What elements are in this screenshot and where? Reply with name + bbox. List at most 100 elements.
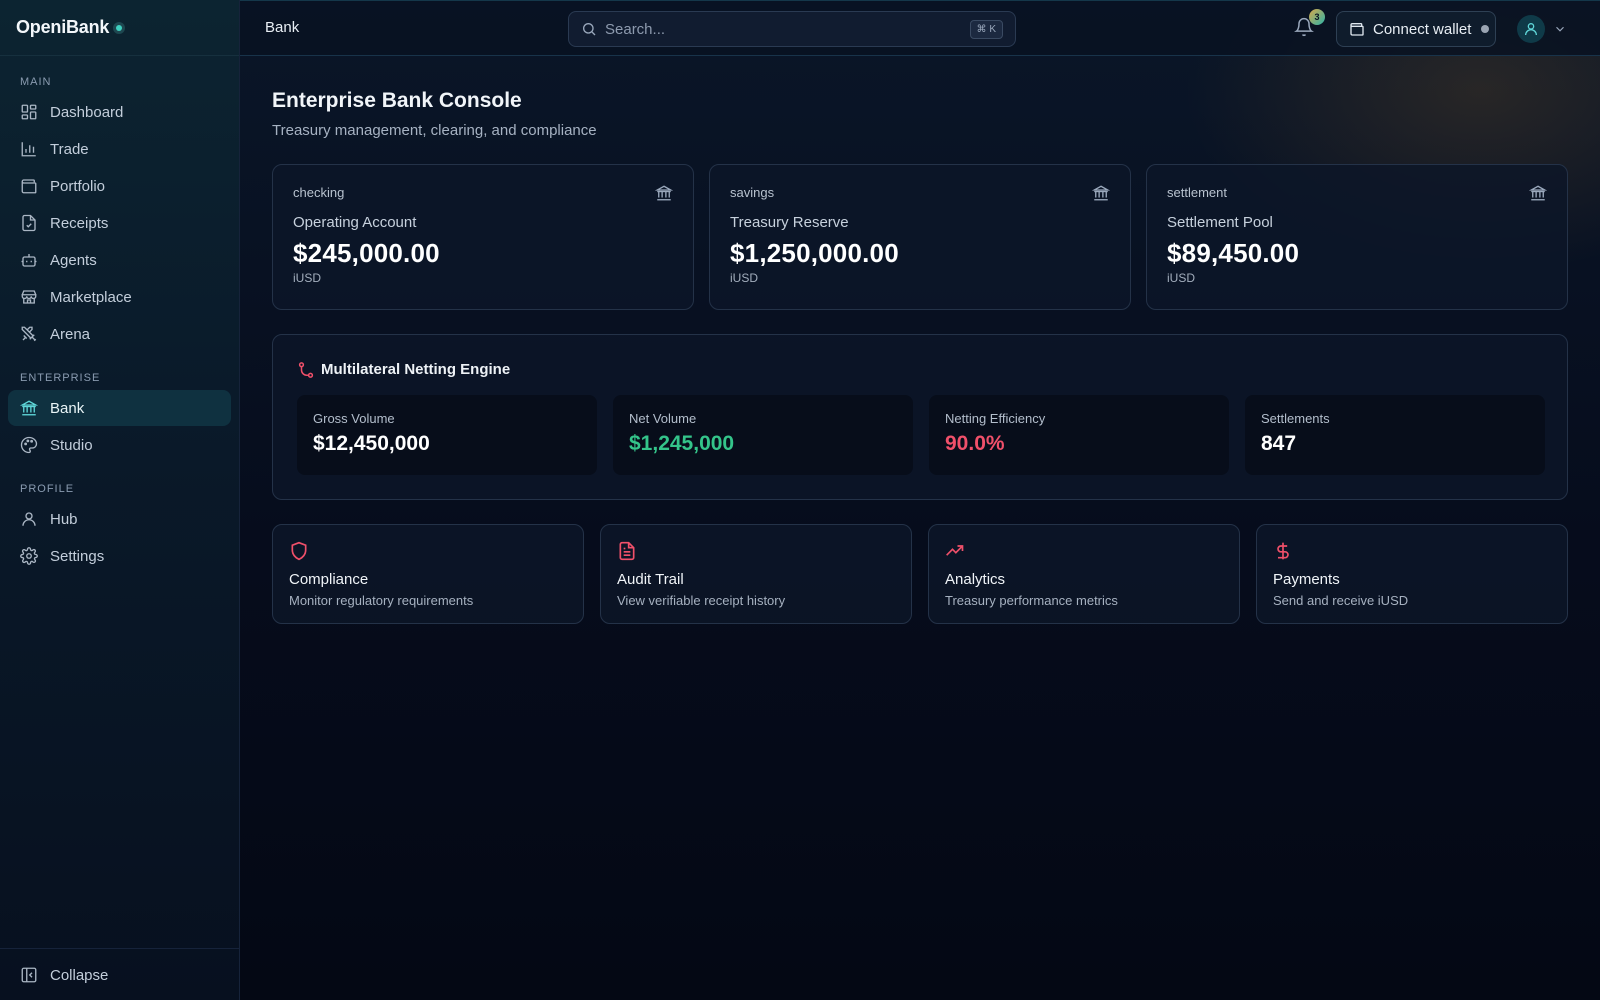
sidebar-item-trade[interactable]: Trade — [8, 131, 231, 167]
account-balance: $89,450.00 — [1167, 238, 1300, 268]
collapse-button[interactable]: Collapse — [8, 957, 231, 993]
receipt-icon — [20, 214, 38, 232]
notification-count-badge: 3 — [1309, 9, 1325, 25]
account-type: checking — [293, 185, 345, 200]
sidebar-item-label: Trade — [50, 140, 89, 158]
dollar-icon — [1273, 541, 1293, 561]
search-box[interactable]: ⌘ K — [568, 11, 1016, 47]
gear-icon — [20, 547, 38, 565]
feature-card-analytics[interactable]: Analytics Treasury performance metrics — [928, 524, 1240, 624]
account-card-savings[interactable]: savings Treasury Reserve $1,250,000.00 i… — [709, 164, 1131, 310]
wallet-icon — [20, 177, 38, 195]
metric-label: Settlements — [1261, 411, 1330, 426]
wallet-icon — [1349, 21, 1365, 37]
metric-label: Netting Efficiency — [945, 411, 1046, 426]
sidebar-item-label: Agents — [50, 251, 97, 269]
sidebar-item-dashboard[interactable]: Dashboard — [8, 94, 231, 130]
sidebar-section-main: MAIN Dashboard Trade Portfolio Receipts … — [0, 74, 239, 352]
document-icon — [617, 541, 637, 561]
swords-icon — [20, 325, 38, 343]
sidebar-item-label: Bank — [50, 399, 85, 417]
section-label-enterprise: ENTERPRISE — [20, 372, 101, 384]
metric-label: Net Volume — [629, 411, 697, 426]
bell-icon — [1294, 17, 1314, 37]
account-currency: iUSD — [1167, 271, 1196, 285]
sidebar-item-label: Studio — [50, 436, 93, 454]
section-label-profile: PROFILE — [20, 483, 75, 495]
bank-icon — [654, 184, 674, 202]
account-balance: $245,000.00 — [293, 238, 440, 268]
connect-wallet-label: Connect wallet — [1373, 20, 1472, 38]
user-icon — [20, 510, 38, 528]
feature-card-audit-trail[interactable]: Audit Trail View verifiable receipt hist… — [600, 524, 912, 624]
metric-value: 90.0% — [945, 432, 1005, 455]
search-input[interactable] — [605, 20, 945, 38]
sidebar-item-settings[interactable]: Settings — [8, 538, 231, 574]
sidebar: OpeniBank MAIN Dashboard Trade Portfolio… — [0, 0, 240, 1000]
sidebar-section-enterprise: ENTERPRISE Bank Studio — [0, 370, 239, 463]
sidebar-item-studio[interactable]: Studio — [8, 427, 231, 463]
metric-gross-volume: Gross Volume $12,450,000 — [297, 395, 597, 475]
sidebar-section-profile: PROFILE Hub Settings — [0, 481, 239, 574]
page-subtitle: Treasury management, clearing, and compl… — [272, 122, 597, 139]
account-type: settlement — [1167, 185, 1227, 200]
metric-net-volume: Net Volume $1,245,000 — [613, 395, 913, 475]
netting-engine-panel: Multilateral Netting Engine Gross Volume… — [272, 334, 1568, 500]
metric-value: 847 — [1261, 432, 1297, 455]
user-avatar[interactable] — [1517, 15, 1545, 43]
account-name: Settlement Pool — [1167, 214, 1273, 231]
store-icon — [20, 288, 38, 306]
feature-card-payments[interactable]: Payments Send and receive iUSD — [1256, 524, 1568, 624]
section-label-main: MAIN — [20, 76, 52, 88]
search-icon — [581, 21, 597, 37]
account-name: Treasury Reserve — [730, 214, 849, 231]
sidebar-item-arena[interactable]: Arena — [8, 316, 231, 352]
sidebar-item-hub[interactable]: Hub — [8, 501, 231, 537]
sidebar-item-bank[interactable]: Bank — [8, 390, 231, 426]
sidebar-item-agents[interactable]: Agents — [8, 242, 231, 278]
account-currency: iUSD — [293, 271, 322, 285]
feature-description: Send and receive iUSD — [1273, 593, 1409, 608]
account-card-checking[interactable]: checking Operating Account $245,000.00 i… — [272, 164, 694, 310]
account-currency: iUSD — [730, 271, 759, 285]
account-type: savings — [730, 185, 775, 200]
feature-title: Analytics — [945, 571, 1006, 588]
feature-title: Compliance — [289, 571, 369, 588]
account-name: Operating Account — [293, 214, 417, 231]
brand-logo[interactable]: OpeniBank — [0, 0, 239, 56]
dashboard-icon — [20, 103, 38, 121]
sidebar-item-marketplace[interactable]: Marketplace — [8, 279, 231, 315]
sidebar-item-label: Dashboard — [50, 103, 124, 121]
sidebar-item-portfolio[interactable]: Portfolio — [8, 168, 231, 204]
bot-icon — [20, 251, 38, 269]
top-bar: Bank ⌘ K 3 Connect wallet — [240, 0, 1600, 56]
sidebar-item-label: Marketplace — [50, 288, 132, 306]
bar-chart-icon — [20, 140, 38, 158]
sidebar-item-label: Arena — [50, 325, 91, 343]
notifications-button[interactable] — [1294, 17, 1318, 41]
brand-status-dot — [113, 21, 126, 34]
account-card-settlement[interactable]: settlement Settlement Pool $89,450.00 iU… — [1146, 164, 1568, 310]
feature-card-compliance[interactable]: Compliance Monitor regulatory requiremen… — [272, 524, 584, 624]
trending-up-icon — [945, 541, 965, 561]
palette-icon — [20, 436, 38, 454]
sidebar-item-label: Portfolio — [50, 177, 106, 195]
wallet-status-dot — [1481, 25, 1490, 33]
metric-netting-efficiency: Netting Efficiency 90.0% — [929, 395, 1229, 475]
connect-wallet-button[interactable]: Connect wallet — [1336, 11, 1496, 47]
sidebar-item-receipts[interactable]: Receipts — [8, 205, 231, 241]
account-balance: $1,250,000.00 — [730, 238, 899, 268]
sidebar-item-label: Settings — [50, 547, 105, 565]
metric-settlements: Settlements 847 — [1245, 395, 1545, 475]
metric-value: $12,450,000 — [313, 432, 430, 455]
chevron-down-icon[interactable] — [1553, 22, 1567, 36]
shield-icon — [289, 541, 309, 561]
metric-value: $1,245,000 — [629, 432, 735, 455]
feature-description: Monitor regulatory requirements — [289, 593, 474, 608]
brand-name: OpeniBank — [16, 17, 110, 37]
collapse-label: Collapse — [50, 966, 109, 984]
breadcrumb: Bank — [265, 19, 300, 36]
netting-engine-title: Multilateral Netting Engine — [321, 361, 511, 378]
sidebar-footer: Collapse — [0, 948, 239, 1000]
